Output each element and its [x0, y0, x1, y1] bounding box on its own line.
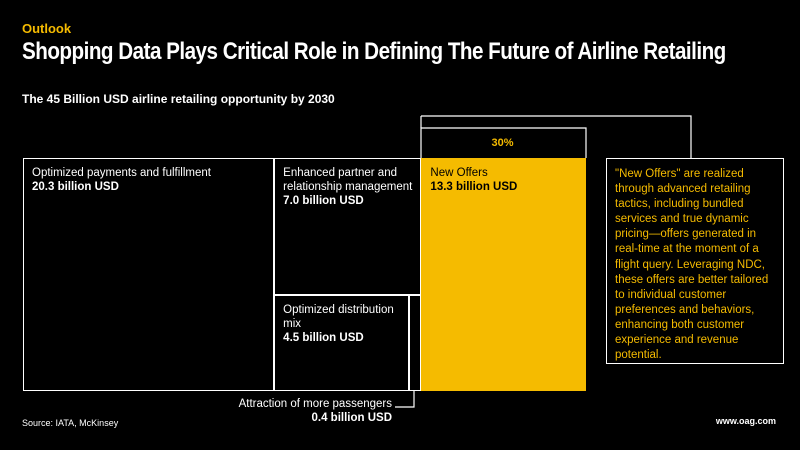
tile-new-offers: New Offers 13.3 billion USD	[421, 158, 586, 391]
page-title: Shopping Data Plays Critical Role in Def…	[22, 38, 726, 65]
tile-payments: Optimized payments and fulfillment 20.3 b…	[23, 158, 275, 391]
source-note: Source: IATA, McKinsey	[22, 418, 119, 428]
passengers-callout-line	[395, 390, 415, 408]
passengers-callout: Attraction of more passengers 0.4 billio…	[200, 397, 392, 425]
tile-partner-label: Enhanced partner and relationship manage…	[283, 167, 413, 193]
tile-new-offers-value: 13.3 billion USD	[430, 181, 518, 193]
tile-distribution: Optimized distribution mix 4.5 billion US…	[274, 295, 410, 391]
note-connector	[586, 115, 692, 158]
passengers-callout-value: 0.4 billion USD	[311, 412, 392, 424]
tile-partner-value: 7.0 billion USD	[283, 195, 364, 207]
tile-passengers	[409, 295, 422, 391]
tile-payments-value: 20.3 billion USD	[32, 181, 119, 193]
kicker-label: Outlook	[22, 21, 72, 36]
share-label: 30%	[491, 137, 514, 149]
tile-partner: Enhanced partner and relationship manage…	[274, 158, 422, 296]
tile-distribution-label: Optimized distribution mix	[283, 304, 394, 331]
site-url: www.oag.com	[715, 416, 776, 426]
passengers-callout-label: Attraction of more passengers	[238, 398, 392, 410]
new-offers-note: "New Offers" are realized through advanc…	[606, 158, 784, 364]
share-bracket	[420, 127, 587, 158]
tile-new-offers-label: New Offers	[430, 167, 488, 179]
chart-subtitle: The 45 Billion USD airline retailing opp…	[22, 92, 335, 106]
tile-payments-label: Optimized payments and fulfillment	[32, 167, 211, 179]
tile-distribution-value: 4.5 billion USD	[283, 332, 364, 345]
